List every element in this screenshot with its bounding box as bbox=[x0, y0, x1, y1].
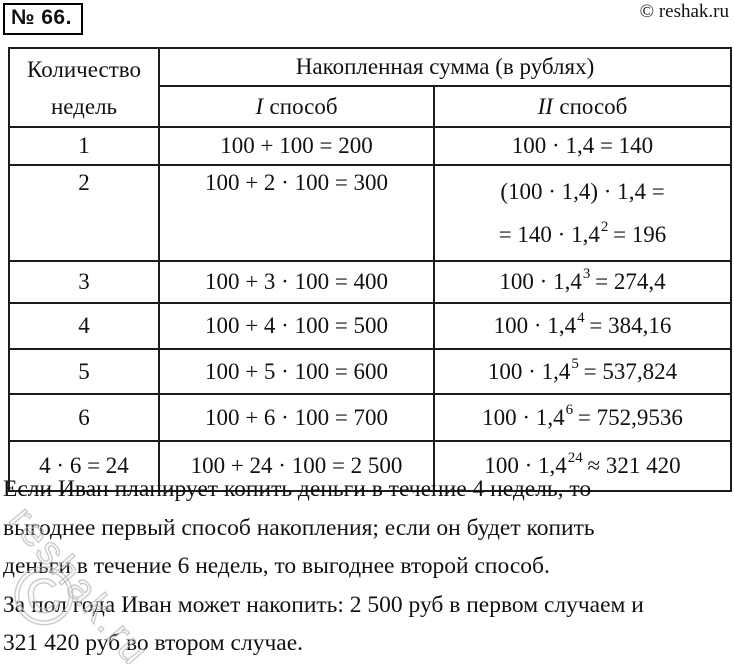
cell-method1: 100 + 6 · 100 = 700 bbox=[158, 393, 435, 442]
method2-numeral: II bbox=[537, 93, 553, 119]
cell-method1: 100 + 100 = 200 bbox=[158, 126, 435, 166]
cell-method2: 100 · 1,4 = 140 bbox=[433, 126, 732, 166]
cell-method2: (100 · 1,4) · 1,4 = = 140 · 1,42 = 196 bbox=[433, 164, 732, 262]
cell-weeks: 3 bbox=[8, 260, 160, 304]
conclusion-line: 321 420 руб во втором случае. bbox=[3, 630, 304, 656]
cell-method2: 100 · 1,45 = 537,824 bbox=[433, 348, 732, 395]
cell-method2: 100 · 1,46 = 752,9536 bbox=[433, 393, 732, 442]
table-row-week3: 3 100 + 3 · 100 = 400 100 · 1,43 = 274,4 bbox=[8, 260, 732, 304]
cell-method2: 100 · 1,44 = 384,16 bbox=[433, 302, 732, 350]
formula-pre: 100 · 1,4 bbox=[499, 269, 582, 294]
formula-exponent: 6 bbox=[565, 401, 574, 418]
method1-numeral: I bbox=[255, 93, 264, 119]
method2-word: способ bbox=[559, 93, 628, 119]
formula-pre: 100 · 1,4 bbox=[482, 404, 565, 430]
cell-method1: 100 + 4 · 100 = 500 bbox=[158, 302, 435, 350]
cell-weeks: 4 · 6 = 24 bbox=[8, 440, 160, 492]
table-row-week24: 4 · 6 = 24 100 + 24 · 100 = 2 500 100 · … bbox=[8, 440, 732, 492]
cell-weeks: 5 bbox=[8, 348, 160, 395]
formula-exponent: 4 bbox=[577, 310, 585, 327]
formula-post: ≈ 321 420 bbox=[581, 453, 681, 478]
cell-weeks: 2 bbox=[8, 164, 160, 262]
cell-method1: 100 + 2 · 100 = 300 bbox=[158, 164, 435, 262]
header-cell-weeks: Количество недель bbox=[8, 47, 160, 128]
formula-exponent: 2 bbox=[600, 219, 609, 236]
formula-exponent: 3 bbox=[582, 266, 591, 283]
formula-exponent: 5 bbox=[571, 355, 579, 372]
table-header-row-top: Количество недель Накопленная сумма (в р… bbox=[8, 47, 732, 128]
formula-post: = 384,16 bbox=[583, 313, 672, 338]
formula-pre: 100 · 1,4 = 140 bbox=[511, 133, 654, 158]
header-weeks-line2: недель bbox=[50, 93, 118, 119]
conclusion-line: Если Иван планирует копить деньги в тече… bbox=[3, 476, 592, 502]
cell-weeks: 6 bbox=[8, 393, 160, 442]
table-row-week5: 5 100 + 5 · 100 = 600 100 · 1,45 = 537,8… bbox=[8, 348, 732, 395]
conclusion-line: выгоднее первый способ накопления; если … bbox=[3, 514, 595, 541]
cell-weeks: 4 bbox=[8, 302, 160, 350]
formula-post: = 537,824 bbox=[577, 358, 678, 384]
cell-method2: 100 · 1,424 ≈ 321 420 bbox=[433, 440, 732, 492]
table-row-week1: 1 100 + 100 = 200 100 · 1,4 = 140 bbox=[8, 126, 732, 166]
cell-method1: 100 + 3 · 100 = 400 bbox=[158, 260, 435, 304]
formula-post: = 274,4 bbox=[589, 269, 666, 294]
cell-method1: 100 + 24 · 100 = 2 500 bbox=[158, 440, 435, 492]
cell-method1: 100 + 5 · 100 = 600 bbox=[158, 348, 435, 395]
formula-line1: (100 · 1,4) · 1,4 = bbox=[500, 179, 665, 204]
problem-number-badge: № 66. bbox=[3, 3, 83, 35]
header-cell-sum: Накопленная сумма (в рублях) bbox=[158, 47, 732, 87]
table-row-week2: 2 100 + 2 · 100 = 300 (100 · 1,4) · 1,4 … bbox=[8, 164, 732, 262]
formula-post: = 752,9536 bbox=[572, 404, 683, 430]
formula-pre: 100 · 1,4 bbox=[484, 453, 567, 478]
header-cell-method2: II способ bbox=[433, 85, 732, 128]
copyright-label: © reshak.ru bbox=[639, 1, 729, 22]
conclusion-text: Если Иван планирует копить деньги в тече… bbox=[3, 470, 734, 663]
formula-exponent: 24 bbox=[567, 450, 583, 467]
conclusion-line: деньги в течение 6 недель, то выгоднее в… bbox=[3, 553, 550, 579]
header-weeks-line1: Количество bbox=[27, 56, 141, 82]
method1-word: способ bbox=[269, 93, 338, 119]
formula-post: = 196 bbox=[607, 222, 667, 247]
cell-method2: 100 · 1,43 = 274,4 bbox=[433, 260, 732, 304]
formula-pre: 100 · 1,4 bbox=[487, 358, 571, 384]
table-row-week4: 4 100 + 4 · 100 = 500 100 · 1,44 = 384,1… bbox=[8, 302, 732, 350]
conclusion-line: За пол года Иван может накопить: 2 500 р… bbox=[3, 591, 644, 618]
table-row-week6: 6 100 + 6 · 100 = 700 100 · 1,46 = 752,9… bbox=[8, 393, 732, 442]
formula-pre: 100 · 1,4 bbox=[493, 313, 577, 338]
formula-pre: = 140 · 1,4 bbox=[498, 222, 600, 247]
cell-weeks: 1 bbox=[8, 126, 160, 166]
savings-comparison-table: Количество недель Накопленная сумма (в р… bbox=[8, 47, 732, 492]
formula-line2: = 140 · 1,42 = 196 bbox=[435, 213, 730, 256]
